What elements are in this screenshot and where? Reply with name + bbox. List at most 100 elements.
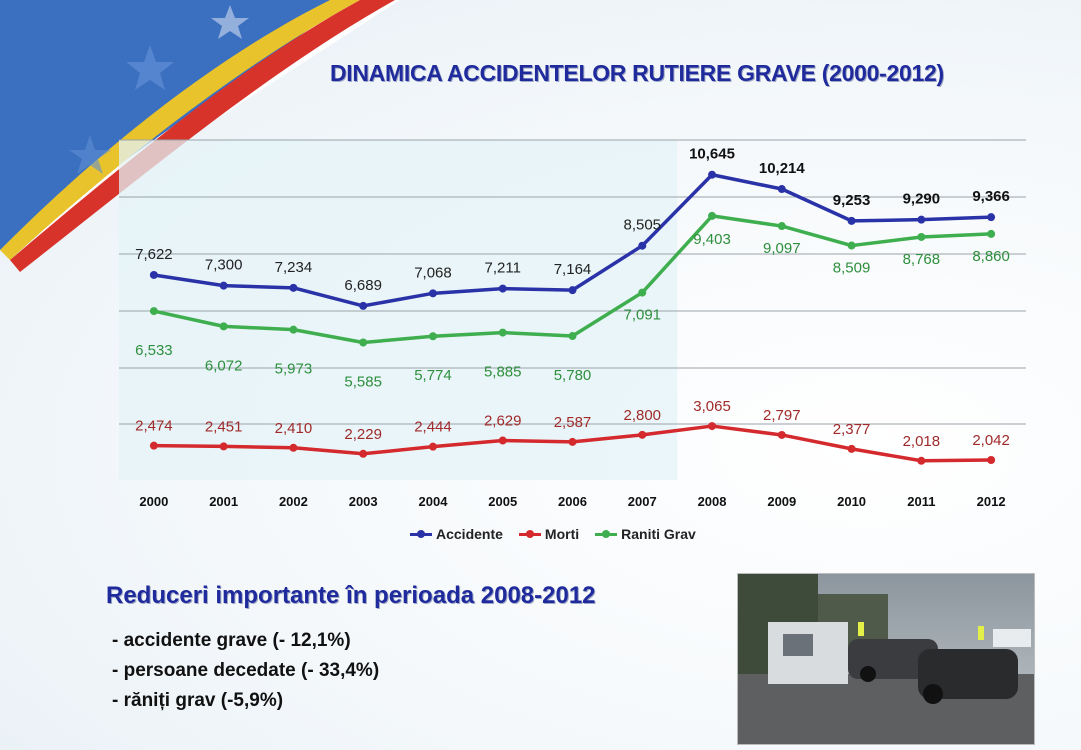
x-tick-label: 2012 [977, 494, 1006, 509]
data-point-morti [149, 441, 158, 450]
data-label-raniti: 8,860 [972, 248, 1010, 265]
data-point-morti [289, 443, 298, 452]
data-label-accidente: 7,622 [135, 246, 173, 263]
data-point-accidente [428, 289, 437, 298]
data-label-accidente: 9,366 [972, 188, 1010, 205]
data-point-morti [638, 430, 647, 439]
data-label-accidente: 7,211 [485, 260, 521, 277]
data-point-raniti [777, 222, 786, 231]
series-lines [149, 170, 996, 465]
data-point-raniti [987, 229, 996, 238]
data-point-morti [428, 442, 437, 451]
data-point-accidente [219, 281, 228, 290]
data-label-morti: 2,587 [554, 414, 592, 431]
data-point-morti [498, 436, 507, 445]
reduction-item-injured: - răniți grav (-5,9%) [112, 690, 284, 711]
data-point-accidente [149, 270, 158, 279]
data-label-morti: 2,474 [135, 418, 173, 435]
legend-marker-morti [518, 529, 541, 538]
data-point-accidente [638, 241, 647, 250]
data-point-accidente [777, 185, 786, 194]
data-point-accidente [917, 215, 926, 224]
data-point-morti [777, 430, 786, 439]
data-point-morti [359, 449, 368, 458]
data-point-accidente [359, 301, 368, 310]
legend-marker-raniti [595, 529, 618, 538]
data-label-raniti: 5,780 [554, 367, 592, 384]
highlight-region [119, 140, 678, 480]
legend-item-raniti: Raniti Grav [595, 526, 696, 542]
crash-photo [737, 573, 1035, 745]
data-label-raniti: 7,091 [623, 307, 661, 324]
data-label-morti: 2,797 [763, 407, 801, 424]
x-tick-label: 2009 [767, 494, 796, 509]
legend: Accidente Morti Raniti Grav [410, 526, 696, 542]
data-point-accidente [498, 284, 507, 293]
data-labels: 7,622 7,300 7,234 6,689 7,068 7,211 7,164 8,505… [135, 146, 1010, 450]
reductions-title: Reduceri importante în perioada 2008-201… [106, 582, 596, 609]
x-tick-label: 2010 [837, 494, 866, 509]
data-point-morti [708, 422, 717, 431]
data-point-raniti [917, 232, 926, 241]
data-point-accidente [289, 283, 298, 292]
data-point-accidente [847, 216, 856, 225]
data-label-raniti: 5,885 [484, 364, 522, 381]
data-label-morti: 2,444 [414, 419, 452, 436]
x-tick-label: 2004 [419, 494, 449, 509]
data-point-raniti [498, 328, 507, 337]
data-label-raniti: 5,585 [344, 374, 382, 391]
data-label-morti: 2,018 [903, 433, 941, 450]
data-point-raniti [847, 241, 856, 250]
data-point-morti [917, 456, 926, 465]
data-label-morti: 2,377 [833, 421, 871, 438]
data-label-raniti: 6,072 [205, 357, 243, 374]
reduction-item-accidents: - accidente grave (- 12,1%) [112, 630, 351, 651]
reduction-item-deaths: - persoane decedate (- 33,4%) [112, 660, 380, 681]
line-chart: 7,622 7,300 7,234 6,689 7,068 7,211 7,164 8,505… [119, 139, 1026, 509]
legend-item-morti: Morti [518, 526, 580, 542]
data-point-accidente [708, 170, 717, 179]
data-label-raniti: 6,533 [135, 342, 173, 359]
legend-marker-accidente [410, 529, 432, 538]
data-label-accidente: 9,253 [833, 192, 871, 209]
data-label-morti: 3,065 [693, 398, 731, 415]
data-label-raniti: 8,509 [833, 260, 871, 277]
data-label-morti: 2,451 [205, 418, 243, 435]
x-tick-label: 2005 [488, 494, 517, 509]
x-axis-ticks: 2000 2001 2002 2003 2004 2005 2006 2007 2008 2009… [139, 494, 1005, 509]
data-label-morti: 2,800 [623, 407, 661, 424]
data-label-raniti: 9,403 [693, 231, 731, 248]
x-tick-label: 2000 [139, 494, 168, 509]
data-label-accidente: 6,689 [344, 277, 382, 294]
data-label-morti: 2,229 [344, 426, 382, 443]
data-label-morti: 2,410 [275, 420, 313, 437]
data-label-accidente: 7,300 [205, 257, 243, 274]
data-label-accidente: 7,234 [275, 259, 313, 276]
data-point-morti [987, 455, 996, 464]
x-tick-label: 2007 [628, 494, 657, 509]
x-tick-label: 2008 [698, 494, 727, 509]
data-point-raniti [708, 211, 717, 220]
x-tick-label: 2003 [349, 494, 378, 509]
x-tick-label: 2002 [279, 494, 308, 509]
data-point-morti [219, 442, 228, 451]
data-label-raniti: 5,973 [275, 361, 313, 378]
data-label-raniti: 5,774 [414, 367, 452, 384]
data-point-raniti [359, 338, 368, 347]
legend-label-morti: Morti [544, 526, 580, 542]
data-point-raniti [428, 332, 437, 341]
data-point-accidente [987, 213, 996, 222]
data-label-accidente: 7,068 [414, 264, 452, 281]
x-tick-label: 2006 [558, 494, 587, 509]
grid [119, 139, 1026, 425]
x-tick-label: 2001 [209, 494, 238, 509]
data-label-accidente: 10,645 [689, 146, 735, 163]
data-label-raniti: 9,097 [763, 240, 801, 257]
data-point-morti [568, 437, 577, 446]
data-label-morti: 2,042 [972, 432, 1010, 449]
data-label-morti: 2,629 [484, 413, 522, 430]
data-point-morti [847, 444, 856, 453]
data-point-raniti [149, 307, 158, 316]
